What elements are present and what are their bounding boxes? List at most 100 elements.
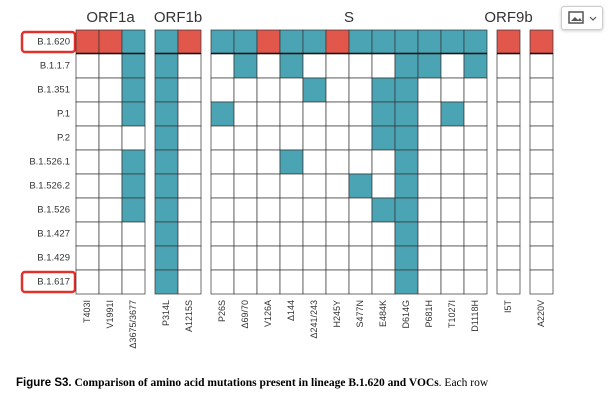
cell — [348, 269, 373, 295]
cell — [98, 77, 123, 103]
cell — [98, 221, 123, 247]
cell — [279, 269, 304, 295]
cell — [256, 197, 281, 223]
cell — [98, 29, 123, 55]
cell — [496, 173, 521, 199]
cell — [463, 173, 488, 199]
cell — [233, 77, 258, 103]
cell — [210, 269, 235, 295]
cell — [279, 197, 304, 223]
cell — [348, 245, 373, 271]
cell — [154, 53, 179, 79]
cell — [529, 77, 554, 103]
cell — [440, 149, 465, 175]
cell — [371, 245, 396, 271]
cell — [210, 125, 235, 151]
cell — [371, 101, 396, 127]
cell — [256, 29, 281, 55]
cell — [463, 53, 488, 79]
figure-number: Figure S3. — [16, 377, 72, 389]
row-label: B.1.1.7 — [40, 61, 70, 72]
cell — [371, 29, 396, 55]
column-label: Δ3675/3677 — [128, 300, 138, 349]
row-label: B.1.526 — [37, 205, 70, 216]
cell — [177, 269, 202, 295]
cell — [325, 197, 350, 223]
cell — [233, 29, 258, 55]
cell — [279, 173, 304, 199]
cell — [529, 269, 554, 295]
cell — [98, 101, 123, 127]
group-label: S — [344, 9, 354, 26]
cell — [98, 269, 123, 295]
cell — [325, 269, 350, 295]
column-label: H245Y — [332, 300, 342, 328]
cell — [529, 53, 554, 79]
row-label: P.1 — [57, 109, 70, 120]
cell — [256, 77, 281, 103]
cell — [75, 149, 100, 175]
cell — [302, 269, 327, 295]
cell — [440, 53, 465, 79]
cell — [154, 269, 179, 295]
column-label: V126A — [263, 300, 273, 327]
cell — [371, 269, 396, 295]
cell — [325, 149, 350, 175]
cell — [279, 125, 304, 151]
cell — [496, 77, 521, 103]
cell — [348, 197, 373, 223]
column-label: Δ144 — [286, 300, 296, 321]
cell — [233, 149, 258, 175]
cell — [394, 101, 419, 127]
cell — [75, 269, 100, 295]
cell — [233, 101, 258, 127]
cell — [440, 101, 465, 127]
cell — [279, 77, 304, 103]
cell — [348, 173, 373, 199]
cell — [256, 101, 281, 127]
cell — [121, 269, 146, 295]
cell — [371, 221, 396, 247]
group-label: ORF9b — [484, 9, 532, 26]
group-label: ORF1b — [154, 9, 202, 26]
cell — [75, 125, 100, 151]
cell — [75, 77, 100, 103]
cell — [529, 29, 554, 55]
cell — [348, 29, 373, 55]
image-menu-button[interactable] — [561, 6, 603, 30]
cell — [98, 125, 123, 151]
cell — [256, 221, 281, 247]
cell — [417, 53, 442, 79]
cell — [394, 77, 419, 103]
cell — [417, 269, 442, 295]
cell — [154, 29, 179, 55]
cell — [529, 101, 554, 127]
mutation-grid: ORF1a T403I V1991I Δ3675/3677 ORF1b P314L A121… — [20, 9, 554, 349]
cell — [75, 53, 100, 79]
cell — [325, 53, 350, 79]
cell — [371, 197, 396, 223]
row-label: B.1.427 — [37, 229, 70, 240]
cell — [177, 245, 202, 271]
row-label: B.1.620 — [37, 37, 70, 48]
cell — [496, 125, 521, 151]
cell — [233, 125, 258, 151]
cell — [371, 125, 396, 151]
cell — [75, 245, 100, 271]
cell — [98, 53, 123, 79]
cell — [121, 77, 146, 103]
cell — [463, 101, 488, 127]
cell — [496, 29, 521, 55]
caption: Figure S3. Comparison of amino acid muta… — [16, 377, 488, 389]
cell — [279, 221, 304, 247]
cell — [440, 77, 465, 103]
cell — [302, 149, 327, 175]
cell — [233, 173, 258, 199]
cell — [325, 173, 350, 199]
cell — [417, 245, 442, 271]
cell — [496, 149, 521, 175]
cell — [348, 77, 373, 103]
cell — [417, 221, 442, 247]
cell — [121, 125, 146, 151]
cell — [348, 125, 373, 151]
